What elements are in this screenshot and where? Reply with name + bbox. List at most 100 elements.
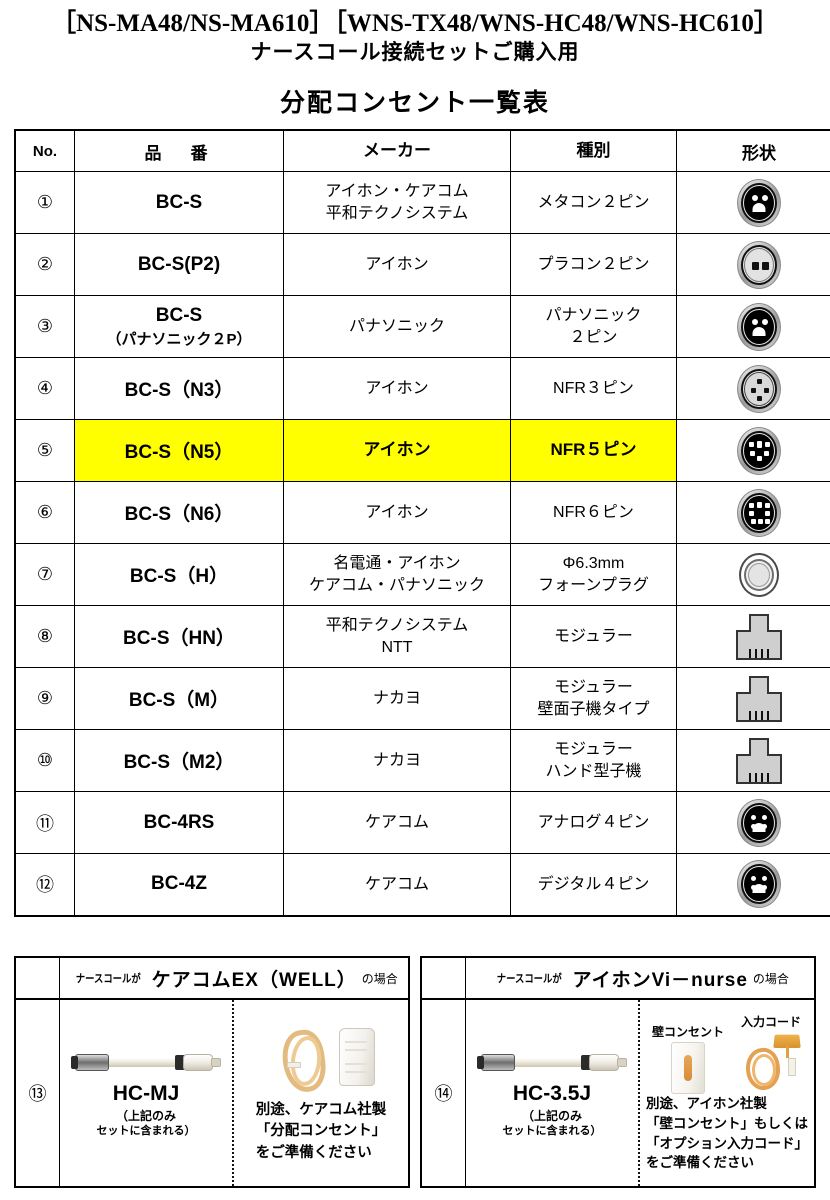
cable-adapter-photo-2 xyxy=(477,1050,627,1076)
panel-14-no-spacer xyxy=(422,958,466,998)
connector-4pin-black-icon xyxy=(737,860,781,909)
panel-14-header: ナースコールが アイホンVi－nurse の場合 xyxy=(466,958,814,998)
cell-shape xyxy=(676,667,830,731)
input-cord-photo xyxy=(740,1032,802,1094)
panel-13-columns: HC-MJ （上記のみ セットに含まれる） 別途、ケアコム社製 xyxy=(60,1000,408,1186)
panel-13-note-line2: セットに含まれる） xyxy=(96,1125,196,1138)
panel-14-note-line2: セットに含まれる） xyxy=(502,1125,602,1138)
panel-13-instr-line2: 「分配コンセント」 xyxy=(255,1123,387,1140)
table-row: ⑦ BC-S（H） 名電通・アイホン ケアコム・パナソニック Φ6.3mm フォーンプラグ xyxy=(14,543,830,607)
cell-maker: パナソニック xyxy=(283,295,511,359)
table-row: ③ BC-S （パナソニック２P） パナソニック パナソニック ２ピン xyxy=(14,295,830,359)
cell-shape xyxy=(676,791,830,855)
table-row: ④ BC-S（N3） アイホン NFR３ピン xyxy=(14,357,830,421)
cell-kind: NFR５ピン xyxy=(510,419,677,483)
cell-maker: アイホン xyxy=(283,481,511,545)
cell-kind: メタコン２ピン xyxy=(510,171,677,235)
cell-shape xyxy=(676,295,830,359)
model-code: BC-S（M） xyxy=(128,690,230,712)
model-code: BC-S（N6） xyxy=(124,504,234,526)
panel-13-instr-line3: をご準備ください xyxy=(255,1144,372,1161)
cell-maker: ケアコム xyxy=(283,791,511,855)
cell-kind: アナログ４ピン xyxy=(510,791,677,855)
panel-14-header-row: ナースコールが アイホンVi－nurse の場合 xyxy=(422,958,814,1000)
row-number: ⑨ xyxy=(14,667,75,731)
connector-2pin-grey-icon xyxy=(737,240,781,289)
row-number: ④ xyxy=(14,357,75,421)
cell-maker: ナカヨ xyxy=(283,729,511,793)
panel-14-product-name: HC-3.5J xyxy=(512,1081,592,1105)
table-row: ⑪ BC-4RS ケアコム アナログ４ピン xyxy=(14,791,830,855)
outlet-table: No. 品 番 メーカー 種別 形状 ① BC-S アイホン・ケアコム 平和テクノシス… xyxy=(14,129,830,917)
purpose-subtitle: ナースコール接続セットご購入用 xyxy=(250,40,580,64)
cell-shape xyxy=(676,419,830,483)
cell-model: BC-S （パナソニック２P） xyxy=(74,295,284,359)
panel-14-head-suffix: の場合 xyxy=(752,971,789,986)
model-code: BC-S（H） xyxy=(129,566,229,588)
cell-maker: ナカヨ xyxy=(283,667,511,731)
panel-13-instr-line1: 別途、ケアコム社製 xyxy=(255,1102,387,1119)
panel-13-no-spacer xyxy=(16,958,60,998)
cell-model: BC-4Z xyxy=(74,853,284,917)
table-row: ⑤ BC-S（N5） アイホン NFR５ピン xyxy=(14,419,830,483)
panel-14-columns: HC-3.5J （上記のみ セットに含まれる） 壁コンセント xyxy=(466,1000,814,1186)
kea-com-outlet-photo xyxy=(261,1022,381,1100)
cell-shape xyxy=(676,233,830,297)
cell-maker: アイホン xyxy=(283,419,511,483)
cell-shape xyxy=(676,543,830,607)
panel-aiphone-vi-nurse: ナースコールが アイホンVi－nurse の場合 ⑭ HC-3.5J xyxy=(420,956,816,1188)
cell-model: BC-S（H） xyxy=(74,543,284,607)
table-row: ⑥ BC-S（N6） アイホン NFR６ピン xyxy=(14,481,830,545)
wall-outlet-photo xyxy=(670,1042,705,1095)
panel-14-product-cell: HC-3.5J （上記のみ セットに含まれる） xyxy=(466,1000,640,1186)
document-header: ［NS-MA48/NS-MA610］［WNS-TX48/WNS-HC48/WNS… xyxy=(0,0,830,67)
cell-maker: アイホン xyxy=(283,233,511,297)
modular-jack-icon xyxy=(736,737,782,784)
cell-maker: アイホン・ケアコム 平和テクノシステム xyxy=(283,171,511,235)
panel-13-instruction-cell: 別途、ケアコム社製 「分配コンセント」 をご準備ください xyxy=(234,1000,408,1186)
table-row: ⑧ BC-S（HN） 平和テクノシステム NTT モジュラー xyxy=(14,605,830,669)
modular-jack-icon xyxy=(736,675,782,722)
wall-outlet-label: 壁コンセント xyxy=(651,1025,724,1040)
connector-din5-icon xyxy=(737,426,781,475)
model-code-sub: （パナソニック２P） xyxy=(106,330,252,348)
panel-14-no: ⑭ xyxy=(422,1000,466,1186)
cell-shape xyxy=(676,729,830,793)
model-code: BC-S（N3） xyxy=(124,380,234,402)
panel-14-body: ⑭ HC-3.5J （上記のみ セットに含まれる） xyxy=(422,1000,814,1186)
panel-kea-com-ex: ナースコールが ケアコムEX（WELL） の場合 ⑬ HC-MJ （ xyxy=(14,956,410,1188)
model-code: BC-S xyxy=(155,191,203,213)
panel-13-head-suffix: の場合 xyxy=(361,971,398,986)
panel-13-product-name: HC-MJ xyxy=(112,1081,180,1105)
connector-din6-icon xyxy=(737,488,781,537)
cell-maker: アイホン xyxy=(283,357,511,421)
modular-jack-icon xyxy=(736,613,782,660)
cell-maker: 平和テクノシステム NTT xyxy=(283,605,511,669)
panel-13-header-row: ナースコールが ケアコムEX（WELL） の場合 xyxy=(16,958,408,1000)
panel-13-head-prefix: ナースコールが xyxy=(75,973,141,985)
cell-model: BC-4RS xyxy=(74,791,284,855)
cable-adapter-photo xyxy=(71,1050,221,1076)
cell-model: BC-S（HN） xyxy=(74,605,284,669)
panel-13-body: ⑬ HC-MJ （上記のみ セットに含まれる） xyxy=(16,1000,408,1186)
row-number: ② xyxy=(14,233,75,297)
cell-kind: NFR６ピン xyxy=(510,481,677,545)
cell-kind: Φ6.3mm フォーンプラグ xyxy=(510,543,677,607)
connector-din3-icon xyxy=(737,364,781,413)
col-header-kind: 種別 xyxy=(510,129,677,173)
table-row: ⑩ BC-S（M2） ナカヨ モジュラー ハンド型子機 xyxy=(14,729,830,793)
row-number: ① xyxy=(14,171,75,235)
cell-model: BC-S（M） xyxy=(74,667,284,731)
panel-14-instruction-cell: 壁コンセント 入力コード xyxy=(640,1000,814,1186)
cell-model: BC-S(P2) xyxy=(74,233,284,297)
row-number: ⑤ xyxy=(14,419,75,483)
model-code: BC-S（M2） xyxy=(123,752,235,774)
connector-2pin-black-icon xyxy=(737,302,781,351)
table-row: ⑫ BC-4Z ケアコム デジタル４ピン xyxy=(14,853,830,917)
panel-13-product-cell: HC-MJ （上記のみ セットに含まれる） xyxy=(60,1000,234,1186)
cell-maker: 名電通・アイホン ケアコム・パナソニック xyxy=(283,543,511,607)
phone-plug-icon xyxy=(737,551,781,599)
panel-14-photo-row: 壁コンセント 入力コード xyxy=(644,1013,810,1095)
cell-kind: デジタル４ピン xyxy=(510,853,677,917)
